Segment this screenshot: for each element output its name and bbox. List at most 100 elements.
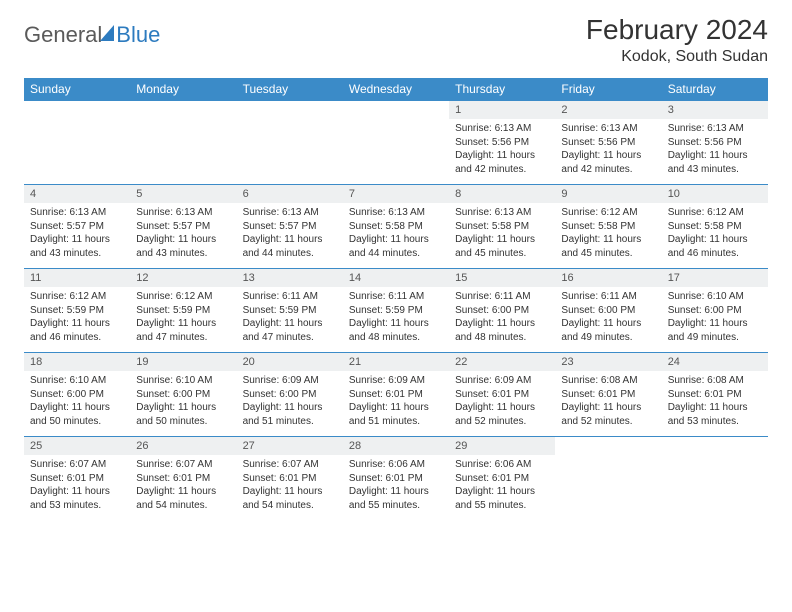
- content-row: Sunrise: 6:07 AMSunset: 6:01 PMDaylight:…: [24, 455, 768, 520]
- daylight-text: Daylight: 11 hours and 44 minutes.: [349, 233, 443, 260]
- day-number-cell: [237, 101, 343, 120]
- day-content-cell: Sunrise: 6:13 AMSunset: 5:57 PMDaylight:…: [237, 203, 343, 269]
- day-header: Saturday: [662, 78, 768, 101]
- sunrise-text: Sunrise: 6:13 AM: [455, 122, 549, 136]
- daynum-row: 11121314151617: [24, 269, 768, 288]
- daylight-text: Daylight: 11 hours and 54 minutes.: [136, 485, 230, 512]
- day-content-cell: Sunrise: 6:06 AMSunset: 6:01 PMDaylight:…: [343, 455, 449, 520]
- content-row: Sunrise: 6:13 AMSunset: 5:56 PMDaylight:…: [24, 119, 768, 185]
- sunset-text: Sunset: 5:56 PM: [668, 136, 762, 150]
- day-content-cell: Sunrise: 6:08 AMSunset: 6:01 PMDaylight:…: [555, 371, 661, 437]
- daylight-text: Daylight: 11 hours and 42 minutes.: [455, 149, 549, 176]
- sunset-text: Sunset: 6:01 PM: [30, 472, 124, 486]
- day-number-cell: 14: [343, 269, 449, 288]
- day-number-cell: [343, 101, 449, 120]
- sunrise-text: Sunrise: 6:11 AM: [349, 290, 443, 304]
- day-number-cell: [130, 101, 236, 120]
- sunrise-text: Sunrise: 6:09 AM: [455, 374, 549, 388]
- daylight-text: Daylight: 11 hours and 53 minutes.: [30, 485, 124, 512]
- sunset-text: Sunset: 5:57 PM: [136, 220, 230, 234]
- daynum-row: 45678910: [24, 185, 768, 204]
- day-number-cell: 28: [343, 437, 449, 456]
- header: General Blue February 2024 Kodok, South …: [0, 0, 792, 72]
- day-header: Sunday: [24, 78, 130, 101]
- sunset-text: Sunset: 6:01 PM: [455, 472, 549, 486]
- daynum-row: 18192021222324: [24, 353, 768, 372]
- sunset-text: Sunset: 6:01 PM: [561, 388, 655, 402]
- daylight-text: Daylight: 11 hours and 46 minutes.: [30, 317, 124, 344]
- day-content-cell: Sunrise: 6:12 AMSunset: 5:58 PMDaylight:…: [555, 203, 661, 269]
- day-content-cell: Sunrise: 6:13 AMSunset: 5:57 PMDaylight:…: [130, 203, 236, 269]
- sunrise-text: Sunrise: 6:11 AM: [243, 290, 337, 304]
- day-header: Friday: [555, 78, 661, 101]
- content-row: Sunrise: 6:10 AMSunset: 6:00 PMDaylight:…: [24, 371, 768, 437]
- day-number-cell: 16: [555, 269, 661, 288]
- sunrise-text: Sunrise: 6:11 AM: [455, 290, 549, 304]
- day-content-cell: Sunrise: 6:11 AMSunset: 6:00 PMDaylight:…: [555, 287, 661, 353]
- day-content-cell: Sunrise: 6:10 AMSunset: 6:00 PMDaylight:…: [662, 287, 768, 353]
- daynum-row: 123: [24, 101, 768, 120]
- sunrise-text: Sunrise: 6:07 AM: [136, 458, 230, 472]
- day-number-cell: 5: [130, 185, 236, 204]
- daylight-text: Daylight: 11 hours and 42 minutes.: [561, 149, 655, 176]
- day-header: Tuesday: [237, 78, 343, 101]
- daylight-text: Daylight: 11 hours and 46 minutes.: [668, 233, 762, 260]
- day-number-cell: 20: [237, 353, 343, 372]
- day-content-cell: [555, 455, 661, 520]
- sunrise-text: Sunrise: 6:13 AM: [668, 122, 762, 136]
- content-row: Sunrise: 6:13 AMSunset: 5:57 PMDaylight:…: [24, 203, 768, 269]
- month-title: February 2024: [586, 14, 768, 46]
- day-number-cell: 21: [343, 353, 449, 372]
- daylight-text: Daylight: 11 hours and 51 minutes.: [349, 401, 443, 428]
- sunset-text: Sunset: 5:57 PM: [243, 220, 337, 234]
- day-header-row: Sunday Monday Tuesday Wednesday Thursday…: [24, 78, 768, 101]
- sunset-text: Sunset: 5:59 PM: [349, 304, 443, 318]
- sunrise-text: Sunrise: 6:08 AM: [668, 374, 762, 388]
- day-content-cell: Sunrise: 6:12 AMSunset: 5:59 PMDaylight:…: [130, 287, 236, 353]
- sunrise-text: Sunrise: 6:12 AM: [561, 206, 655, 220]
- daylight-text: Daylight: 11 hours and 49 minutes.: [668, 317, 762, 344]
- day-content-cell: [662, 455, 768, 520]
- day-content-cell: Sunrise: 6:07 AMSunset: 6:01 PMDaylight:…: [130, 455, 236, 520]
- daylight-text: Daylight: 11 hours and 45 minutes.: [561, 233, 655, 260]
- sunset-text: Sunset: 6:00 PM: [668, 304, 762, 318]
- daylight-text: Daylight: 11 hours and 45 minutes.: [455, 233, 549, 260]
- logo: General Blue: [24, 14, 160, 48]
- day-content-cell: Sunrise: 6:07 AMSunset: 6:01 PMDaylight:…: [24, 455, 130, 520]
- daylight-text: Daylight: 11 hours and 55 minutes.: [455, 485, 549, 512]
- day-content-cell: [237, 119, 343, 185]
- sunset-text: Sunset: 5:59 PM: [243, 304, 337, 318]
- day-content-cell: Sunrise: 6:11 AMSunset: 6:00 PMDaylight:…: [449, 287, 555, 353]
- day-content-cell: Sunrise: 6:11 AMSunset: 5:59 PMDaylight:…: [237, 287, 343, 353]
- location: Kodok, South Sudan: [586, 48, 768, 66]
- sunset-text: Sunset: 5:58 PM: [668, 220, 762, 234]
- day-content-cell: Sunrise: 6:08 AMSunset: 6:01 PMDaylight:…: [662, 371, 768, 437]
- daylight-text: Daylight: 11 hours and 55 minutes.: [349, 485, 443, 512]
- sunset-text: Sunset: 6:01 PM: [349, 388, 443, 402]
- daylight-text: Daylight: 11 hours and 47 minutes.: [243, 317, 337, 344]
- day-content-cell: Sunrise: 6:10 AMSunset: 6:00 PMDaylight:…: [24, 371, 130, 437]
- sunset-text: Sunset: 5:58 PM: [349, 220, 443, 234]
- day-content-cell: Sunrise: 6:13 AMSunset: 5:56 PMDaylight:…: [662, 119, 768, 185]
- day-number-cell: 27: [237, 437, 343, 456]
- day-number-cell: 29: [449, 437, 555, 456]
- day-content-cell: Sunrise: 6:09 AMSunset: 6:01 PMDaylight:…: [343, 371, 449, 437]
- logo-text-general: General: [24, 22, 102, 48]
- day-content-cell: Sunrise: 6:11 AMSunset: 5:59 PMDaylight:…: [343, 287, 449, 353]
- day-number-cell: 17: [662, 269, 768, 288]
- sunset-text: Sunset: 6:01 PM: [349, 472, 443, 486]
- sunset-text: Sunset: 5:56 PM: [455, 136, 549, 150]
- sunrise-text: Sunrise: 6:07 AM: [243, 458, 337, 472]
- daylight-text: Daylight: 11 hours and 52 minutes.: [561, 401, 655, 428]
- day-content-cell: Sunrise: 6:13 AMSunset: 5:58 PMDaylight:…: [449, 203, 555, 269]
- sunrise-text: Sunrise: 6:06 AM: [349, 458, 443, 472]
- day-number-cell: [662, 437, 768, 456]
- sunrise-text: Sunrise: 6:09 AM: [349, 374, 443, 388]
- day-number-cell: 23: [555, 353, 661, 372]
- day-number-cell: [555, 437, 661, 456]
- day-number-cell: 25: [24, 437, 130, 456]
- day-content-cell: [130, 119, 236, 185]
- day-content-cell: Sunrise: 6:13 AMSunset: 5:57 PMDaylight:…: [24, 203, 130, 269]
- daynum-row: 2526272829: [24, 437, 768, 456]
- day-content-cell: Sunrise: 6:06 AMSunset: 6:01 PMDaylight:…: [449, 455, 555, 520]
